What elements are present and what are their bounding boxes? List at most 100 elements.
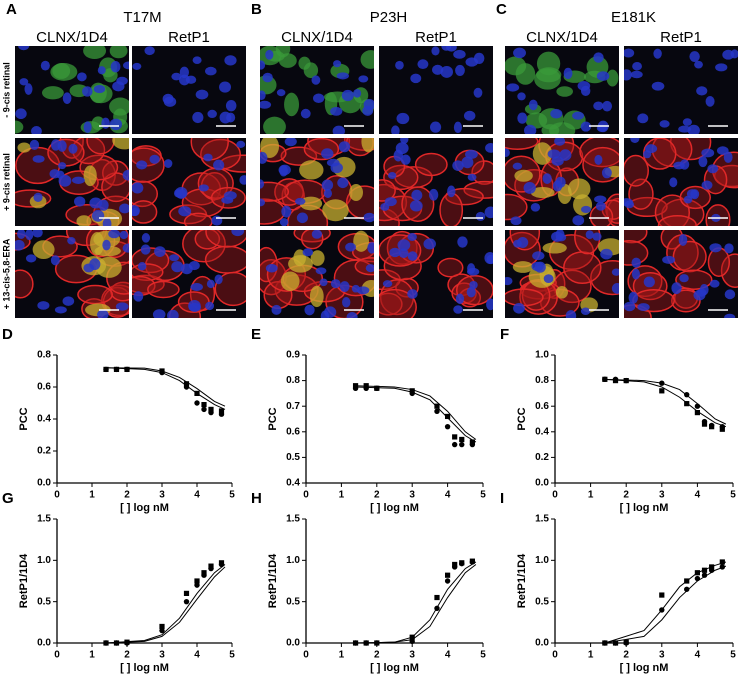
nucleus (532, 251, 545, 261)
nucleus (226, 112, 236, 123)
y-tick-label: 0.0 (37, 478, 51, 489)
x-tick-label: 0 (552, 490, 558, 501)
micrograph (505, 230, 619, 318)
nucleus (219, 81, 232, 93)
membrane (624, 154, 649, 187)
micrograph (379, 138, 493, 226)
nucleus (365, 264, 374, 273)
nucleus (15, 239, 25, 251)
nucleus (346, 311, 358, 318)
nucleus (68, 143, 78, 154)
membrane (260, 246, 278, 283)
nucleus (278, 164, 291, 176)
nucleus (262, 72, 273, 83)
er-stain (573, 194, 593, 216)
circle-point (201, 406, 207, 413)
nucleus (624, 48, 635, 58)
nucleus (531, 261, 544, 272)
nucleus (58, 162, 67, 170)
square-point (445, 572, 451, 578)
micrograph-content (624, 46, 738, 134)
column-label: RetP1 (168, 29, 210, 46)
circle-point (183, 598, 190, 605)
nucleus (709, 243, 722, 253)
nucleus (102, 217, 112, 226)
nucleus (678, 234, 688, 246)
nucleus (214, 274, 223, 285)
nucleus (284, 138, 297, 147)
y-tick-label: 1.0 (535, 555, 549, 566)
nucleus (453, 121, 462, 133)
circle-point (451, 564, 458, 570)
nucleus (624, 69, 632, 81)
fit-curve (105, 566, 226, 644)
nucleus (698, 156, 708, 168)
nucleus (353, 88, 362, 98)
nucleus (83, 263, 95, 273)
nucleus (304, 304, 315, 316)
nucleus (276, 89, 286, 97)
fit-curve (355, 561, 477, 644)
micrograph (260, 230, 374, 318)
nucleus (453, 49, 466, 59)
nucleus (517, 92, 526, 101)
nucleus (58, 174, 72, 187)
nucleus (602, 100, 613, 112)
nucleus (97, 309, 109, 318)
row-label: + 13-cis-5,8-ERA (1, 238, 11, 309)
nucleus (709, 279, 720, 288)
y-axis-label: RetP1/1D4 (516, 553, 528, 608)
nucleus (133, 291, 144, 302)
panel-letter: H (251, 490, 262, 507)
column-label: RetP1 (415, 29, 457, 46)
membrane (260, 181, 290, 202)
y-tick-label: 0.2 (535, 452, 549, 463)
micrograph-content (624, 230, 738, 318)
nucleus (97, 66, 106, 75)
nucleus (409, 200, 423, 212)
square-point (719, 559, 725, 565)
nucleus (315, 267, 327, 275)
membrane (590, 259, 619, 296)
x-tick-label: 4 (194, 650, 200, 661)
nucleus (611, 283, 619, 294)
nucleus (192, 56, 202, 65)
nucleus (651, 81, 665, 91)
circle-point (208, 565, 214, 572)
nucleus (89, 197, 103, 209)
membrane (414, 152, 448, 177)
nucleus (624, 301, 636, 312)
square-point (183, 590, 190, 596)
er-stain (353, 230, 370, 252)
nucleus (682, 118, 692, 126)
x-tick-label: 2 (374, 650, 380, 661)
x-tick-label: 4 (194, 490, 200, 501)
nucleus (260, 100, 272, 109)
x-axis-label: [ ] log nM (620, 502, 669, 514)
nucleus (198, 184, 209, 192)
nucleus (580, 307, 591, 315)
circle-point (701, 572, 708, 578)
mutant-label: E181K (611, 9, 656, 26)
y-tick-label: 0.6 (37, 382, 51, 393)
x-tick-label: 3 (409, 650, 415, 661)
micrograph-content (624, 138, 738, 226)
nucleus (342, 297, 351, 308)
membrane (303, 138, 340, 161)
square-point (159, 623, 165, 630)
nucleus (136, 160, 148, 170)
nucleus (473, 52, 485, 65)
nucleus (144, 46, 155, 56)
membrane (379, 292, 403, 316)
nucleus (395, 142, 409, 155)
micrograph (624, 230, 738, 318)
membrane (657, 215, 697, 226)
x-tick-label: 1 (339, 490, 345, 501)
nucleus (517, 112, 528, 124)
square-point (459, 436, 465, 443)
y-axis-label: PCC (18, 407, 30, 430)
micrograph-content (379, 46, 493, 134)
nucleus (17, 230, 26, 239)
square-point (183, 381, 190, 387)
circle-point (208, 409, 214, 416)
